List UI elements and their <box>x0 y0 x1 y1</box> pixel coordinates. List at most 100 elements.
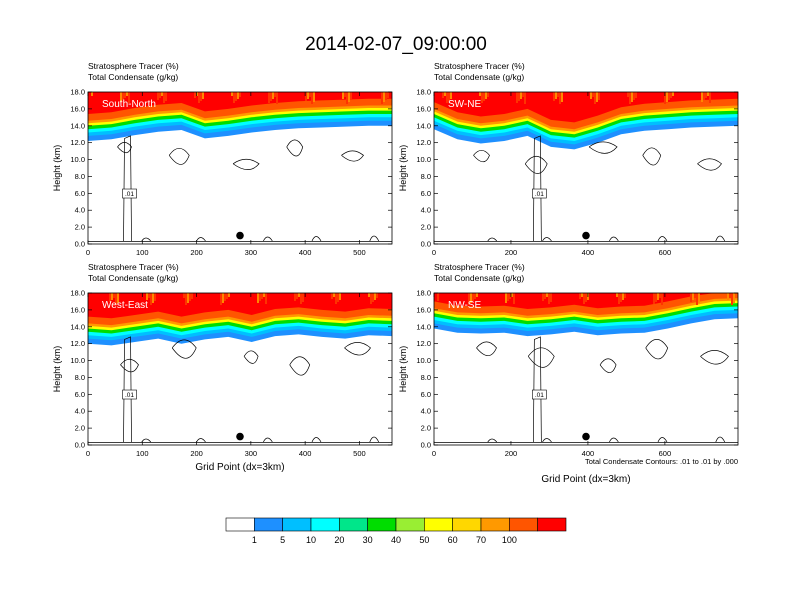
tracer-speckle <box>161 92 163 96</box>
tracer-speckle <box>342 92 344 99</box>
y-tick-label: 16.0 <box>70 104 85 113</box>
tracer-speckle <box>296 293 298 299</box>
tracer-speckle <box>509 293 511 299</box>
y-tick-label: 4.0 <box>75 206 85 215</box>
tracer-speckle <box>513 293 515 304</box>
tracer-speckle <box>335 293 337 304</box>
tracer-speckle <box>705 92 707 98</box>
plot-frame <box>433 292 739 446</box>
x-tick-label: 200 <box>505 248 518 257</box>
tracer-speckle <box>302 293 304 302</box>
contour-low <box>263 437 273 443</box>
contour-low <box>542 237 552 242</box>
colorbar-label: 100 <box>502 535 517 545</box>
tracer-speckle <box>309 92 311 97</box>
tracer-speckle <box>261 293 263 299</box>
contour-low <box>487 237 498 242</box>
tracer-speckle <box>294 293 296 301</box>
tracer-speckle <box>664 92 666 104</box>
y-tick-label: 14.0 <box>70 322 85 331</box>
tracer-speckle <box>200 92 202 101</box>
tracer-speckle <box>191 293 193 299</box>
contour-label-box <box>532 389 547 400</box>
tracer-speckle <box>450 92 452 99</box>
tracer-speckle <box>581 293 583 297</box>
colorbar-swatch <box>509 517 538 532</box>
x-tick-label: 300 <box>245 248 258 257</box>
tracer-speckle <box>561 92 563 102</box>
tracer-speckle <box>165 92 167 101</box>
y-tick-label: 0.0 <box>75 441 85 450</box>
tracer-speckle <box>117 293 119 303</box>
colorbar-label: 60 <box>448 535 458 545</box>
tracer-speckle <box>385 92 387 100</box>
tracer-speckle <box>733 293 735 303</box>
y-tick-label: 2.0 <box>421 424 431 433</box>
x-tick-label: 0 <box>432 248 436 257</box>
tracer-speckle <box>448 92 450 101</box>
panel-subtitle-condensate: Total Condensate (g/kg) <box>434 273 524 283</box>
tracer-speckle <box>709 92 711 103</box>
tracer-speckle <box>348 92 350 102</box>
y-tick-label: 0.0 <box>421 240 431 249</box>
x-tick-label: 0 <box>86 449 90 458</box>
tracer-speckle <box>233 92 235 103</box>
colorbar-label: 50 <box>419 535 429 545</box>
y-axis-title: Height (km) <box>52 145 62 192</box>
tracer-speckle <box>383 92 385 102</box>
y-tick-label: 8.0 <box>421 373 431 382</box>
y-tick-label: 12.0 <box>70 138 85 147</box>
y-tick-label: 4.0 <box>421 206 431 215</box>
contour-cloud <box>642 147 662 166</box>
tracer-speckle <box>542 293 544 301</box>
tracer-speckle <box>557 92 559 97</box>
tracer-speckle <box>152 293 154 303</box>
tracer-speckle <box>661 293 663 305</box>
contour-low <box>609 437 619 443</box>
panel-subtitle-tracer: Stratosphere Tracer (%) <box>88 61 179 71</box>
contour-cloud <box>700 349 729 365</box>
contour-low <box>609 236 619 242</box>
tracer-speckle <box>505 293 507 303</box>
tracer-speckle <box>387 92 389 98</box>
tracer-speckle <box>622 293 624 300</box>
tracer-speckle <box>633 92 635 100</box>
colorbar: 1 5 10 20 30 40 50 60 70 100 <box>225 517 567 545</box>
tracer-speckle <box>590 92 592 99</box>
y-tick-label: 4.0 <box>421 407 431 416</box>
tracer-speckle <box>368 293 370 297</box>
tracer-speckle <box>370 293 372 304</box>
contour-cloud <box>171 339 197 359</box>
tracer-speckle <box>150 293 152 305</box>
tracer-speckle <box>313 92 315 102</box>
x-tick-label: 200 <box>505 449 518 458</box>
y-tick-label: 18.0 <box>416 88 431 97</box>
contour-low <box>196 237 206 242</box>
tracer-speckle <box>511 293 513 297</box>
contour-low <box>311 437 322 443</box>
tracer-speckle <box>224 293 226 301</box>
tracer-speckle <box>524 92 526 104</box>
contour-label-box <box>122 188 137 199</box>
figure-title: 2014-02-07_09:00:00 <box>305 34 487 55</box>
y-tick-label: 8.0 <box>75 373 85 382</box>
contour-cloud <box>588 141 618 154</box>
location-marker <box>582 231 590 240</box>
tracer-speckle <box>111 293 113 300</box>
y-tick-label: 2.0 <box>75 424 85 433</box>
tracer-speckle <box>122 92 124 100</box>
colorbar-swatch <box>537 517 567 532</box>
y-tick-label: 10.0 <box>416 356 431 365</box>
tracer-speckle <box>265 293 267 304</box>
x-axis-title: Grid Point (dx=3km) <box>541 474 630 485</box>
colorbar-label: 20 <box>334 535 344 545</box>
tracer-speckle <box>146 293 148 300</box>
panel-label: SW-NE <box>448 99 481 110</box>
tracer-speckle <box>698 293 700 303</box>
contour-low <box>311 236 322 242</box>
tracer-speckle <box>183 293 185 298</box>
contour-low <box>715 235 726 242</box>
colorbar-swatch <box>480 517 510 532</box>
tracer-speckle <box>598 92 600 100</box>
y-tick-label: 12.0 <box>416 138 431 147</box>
